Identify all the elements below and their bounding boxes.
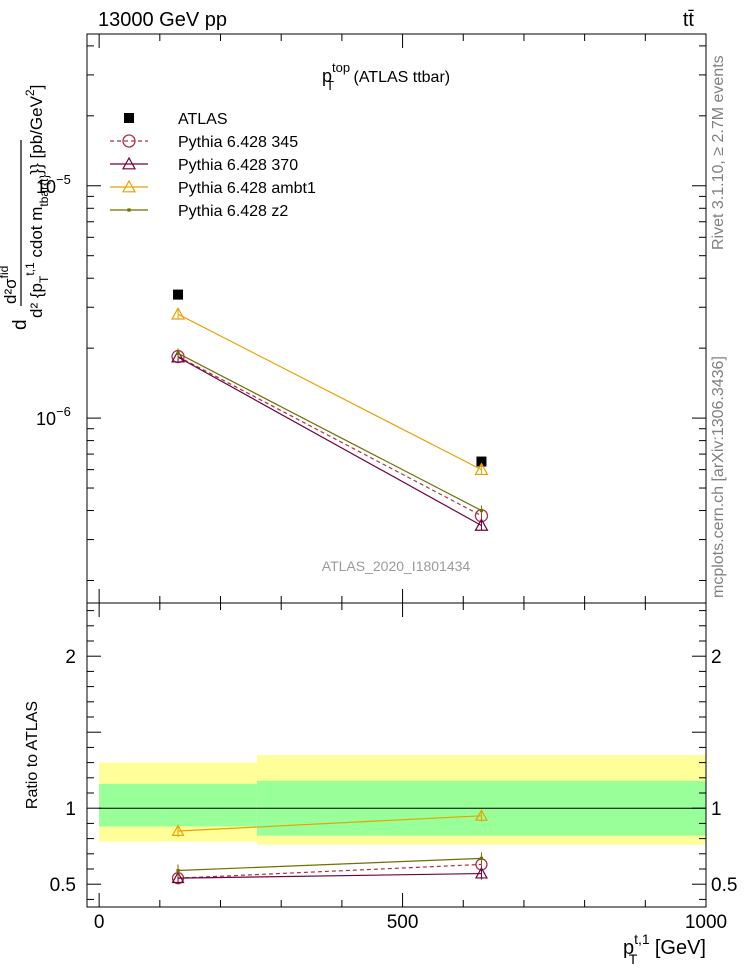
ratio-panel-background: [99, 755, 706, 845]
ratio-y-tick-label-left: 0.5: [50, 875, 76, 896]
legend-label-2: Pythia 6.428 370: [178, 157, 298, 174]
legend-marker-1: [122, 134, 136, 148]
x-axis-label: pt,1 T [GeV]: [623, 931, 706, 967]
legend-label-1: Pythia 6.428 345: [178, 134, 298, 151]
ylabel-d: d: [10, 319, 31, 330]
legend-marker-2: [121, 156, 137, 170]
ylabel-denominator-sup: t,1: [23, 262, 37, 276]
main-series-line-3: [177, 313, 482, 471]
legend-marker-0: [124, 113, 134, 123]
title-sub: T: [326, 78, 334, 93]
title-sup: top: [332, 60, 350, 75]
main-y-tick-base: 10: [36, 177, 56, 197]
ratio-point-2-1: [474, 809, 488, 821]
ylabel-numerator-sup: fid: [0, 266, 11, 279]
main-y-tick-exp: −6: [56, 404, 71, 419]
x-tick-label: 0: [94, 912, 105, 933]
mcplots-label: mcplots.cern.ch [arXiv:1306.3436]: [710, 356, 727, 598]
x-tick-label: 500: [387, 912, 419, 933]
ylabel-denominator-sub2: tbar{t}: [37, 175, 51, 207]
main-point-2-0: [171, 349, 186, 363]
ratio-y-tick-label-right: 2: [711, 647, 722, 668]
svg-text:d: d: [10, 319, 31, 330]
ratio-y-tick-label-left: 1: [65, 799, 76, 820]
main-panel-ticks: 10−610−5: [36, 34, 707, 603]
ratio-point-3-1: [479, 856, 484, 860]
ylabel-unit-sup: 2: [23, 89, 37, 96]
legend-label-0: ATLAS: [178, 111, 228, 128]
main-series-line-4: [177, 352, 482, 512]
x-tick-label: 1000: [685, 912, 727, 933]
ratio-y-tick-label-right: 1: [711, 799, 722, 820]
ylabel-denominator-rest: cdot m: [27, 207, 46, 263]
main-panel-series: [171, 289, 489, 531]
main-point-3-1: [474, 462, 489, 476]
legend-label-4: Pythia 6.428 z2: [178, 203, 288, 220]
main-point-0-1: [476, 456, 487, 467]
ratio-point-2-0: [171, 824, 185, 837]
main-point-0-0: [173, 289, 184, 300]
title-base: p: [322, 66, 332, 86]
main-series-line-2: [177, 356, 482, 526]
legend-label-3: Pythia 6.428 ambt1: [178, 180, 316, 197]
ratio-panel-ticks: 0.5 0.5 1 1 2 2 0 500 1000: [50, 603, 737, 933]
main-point-4-1: [479, 508, 484, 513]
ratio-series-line-3: [178, 857, 482, 872]
legend: ATLAS Pythia 6.428 345 Pythia 6.428 370 Pyt…: [110, 111, 316, 220]
xlabel-sup: t,1: [634, 931, 650, 947]
main-y-tick-base: 10: [36, 409, 56, 429]
analysis-watermark: ATLAS_2020_I1801434: [322, 558, 471, 574]
xlabel-rest: [GeV]: [649, 937, 706, 959]
title-rest: (ATLAS ttbar): [349, 69, 450, 86]
main-y-tick-label: 10−6: [36, 404, 71, 429]
header-process-label: tt̄: [683, 9, 695, 31]
main-point-4-0: [176, 351, 180, 355]
rivet-version-label: Rivet 3.1.10, ≥ 2.7M events: [710, 55, 727, 250]
ratio-y-tick-label-left: 2: [65, 647, 76, 668]
ratio-series-line-1: [178, 872, 482, 879]
main-y-tick-label: 10−5: [36, 172, 71, 197]
ratio-series-line-2: [177, 815, 482, 832]
ratio-y-tick-label-right: 0.5: [711, 875, 737, 896]
ratio-point-1-1: [474, 866, 488, 879]
svg-text:d² {pTt,1 cdot mtbar{t}}} [pb/: d² {pTt,1 cdot mtbar{t}}} [pb/GeV2]: [23, 85, 51, 318]
main-y-tick-exp: −5: [56, 172, 71, 187]
ratio-inner-band-0: [99, 783, 257, 827]
ylabel-denominator: d² {p: [27, 283, 46, 318]
ylabel-unit: }} [pb/GeV: [27, 95, 46, 174]
ratio-point-3-0: [176, 868, 180, 873]
main-point-3-0: [171, 306, 186, 320]
xlabel-base: p: [623, 937, 634, 959]
main-title: ptop T (ATLAS ttbar): [322, 60, 450, 93]
ylabel-unit-end: ]: [27, 85, 46, 90]
svg-text:d²σfid: d²σfid: [0, 266, 20, 304]
ratio-panel-series: [171, 809, 488, 885]
ratio-panel-frame: [86, 602, 707, 908]
ratio-point-1-0: [171, 871, 185, 884]
ratio-y-axis-label: Ratio to ATLAS: [24, 701, 41, 809]
header-energy-label: 13000 GeV pp: [98, 9, 227, 31]
ylabel-numerator: d²σ: [1, 278, 20, 304]
xlabel-sub: T: [629, 951, 638, 967]
ylabel-denominator-sub: T: [37, 275, 51, 283]
main-point-2-1: [474, 518, 489, 531]
main-y-axis-label: d d²σfid d² {pTt,1 cdot mtbar{t}}} [pb/G…: [0, 85, 51, 330]
main-series-line-1: [177, 356, 482, 517]
legend-marker-3: [121, 179, 137, 193]
legend-marker-4: [127, 208, 131, 212]
ratio-series-line-0: [178, 863, 482, 879]
